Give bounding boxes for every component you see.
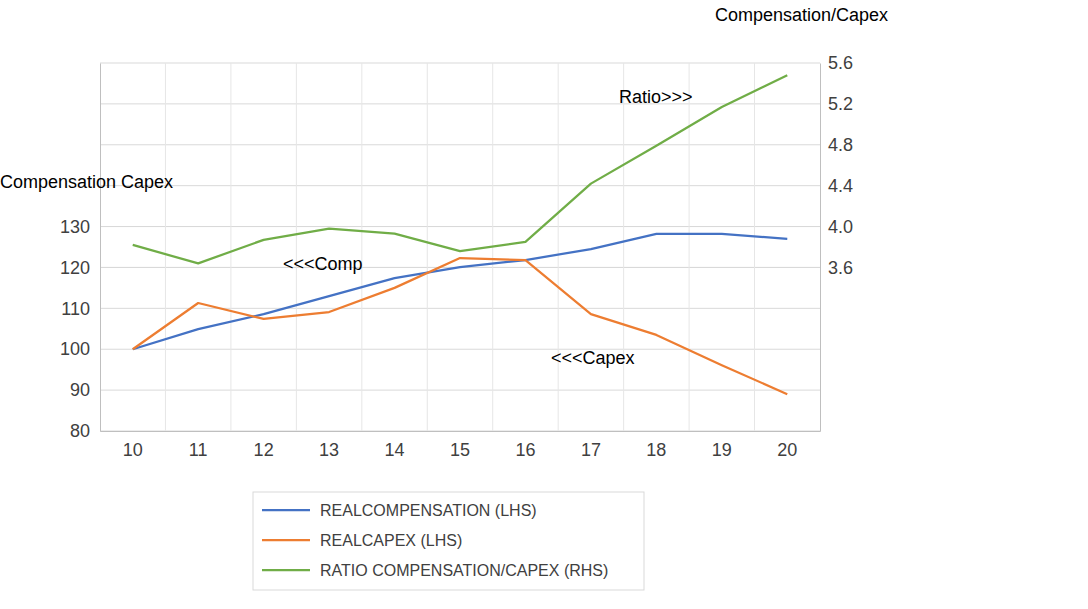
tick-label: 130 — [60, 217, 90, 237]
tick: 11 — [189, 431, 208, 460]
tick-label: 11 — [189, 440, 208, 460]
tick: 10 — [123, 431, 143, 460]
tick-label: 18 — [646, 440, 666, 460]
grid-line — [689, 63, 690, 431]
grid-line — [100, 390, 820, 391]
tick-label: 110 — [61, 299, 90, 319]
grid-line — [100, 185, 820, 186]
grid-line — [165, 63, 166, 431]
chart: 80 90 100 110 120 130 3.6 4.0 4.4 4.8 5.2 5.6 10 11 12… — [0, 0, 1088, 609]
annotation: Ratio>>> — [619, 87, 693, 107]
tick: 16 — [515, 431, 535, 460]
y-axis-title: Compensation Capex — [0, 172, 173, 192]
tick: 12 — [254, 431, 274, 460]
grid-line — [558, 63, 559, 431]
tick: 130 — [60, 217, 100, 237]
axis-line — [101, 431, 821, 432]
grid-line — [100, 308, 820, 309]
tick: 100 — [60, 339, 100, 359]
tick: 90 — [70, 380, 100, 400]
tick-label: 20 — [777, 440, 797, 460]
tick-label: 80 — [70, 421, 90, 441]
grid-line — [754, 63, 755, 431]
tick: 5.6 — [820, 53, 853, 73]
tick-label: 3.6 — [828, 258, 853, 278]
tick-label: 12 — [254, 440, 274, 460]
tick-label: 13 — [319, 440, 339, 460]
tick: 20 — [777, 431, 797, 460]
tick: 18 — [646, 431, 666, 460]
grid-line — [427, 63, 428, 431]
grid-line — [100, 226, 820, 227]
tick-label: 5.6 — [828, 53, 853, 73]
legend-label: REALCOMPENSATION (LHS) — [320, 502, 537, 519]
annotation: <<<Comp — [283, 254, 363, 274]
tick: 4.8 — [820, 135, 853, 155]
x-axis: 10 11 12 13 14 15 16 17 18 19 20 — [101, 431, 821, 460]
series-line — [133, 75, 788, 263]
tick: 14 — [385, 431, 405, 460]
legend-box — [253, 492, 644, 590]
plot-marks — [133, 75, 788, 394]
tick: 19 — [712, 431, 732, 460]
grid-line — [100, 144, 820, 145]
tick: 110 — [61, 299, 100, 319]
grid-line — [100, 103, 820, 104]
legend: REALCOMPENSATION (LHS) REALCAPEX (LHS) RAT… — [253, 492, 644, 590]
axis-line — [820, 64, 821, 432]
legend-swatch — [262, 539, 310, 541]
grid-line — [100, 226, 820, 227]
tick-label: 19 — [712, 440, 732, 460]
tick: 120 — [60, 258, 100, 278]
tick: 80 — [70, 421, 100, 441]
tick: 4.0 — [820, 217, 853, 237]
grid — [100, 63, 820, 431]
grid-line — [623, 63, 624, 431]
tick: 4.4 — [820, 176, 853, 196]
tick-label: 120 — [60, 258, 90, 278]
tick: 13 — [319, 431, 339, 460]
y2-axis-title: Compensation/Capex — [715, 5, 888, 25]
tick-label: 14 — [385, 440, 405, 460]
tick-label: 15 — [450, 440, 470, 460]
tick-label: 17 — [581, 440, 601, 460]
tick-label: 4.0 — [828, 217, 853, 237]
tick-label: 16 — [515, 440, 535, 460]
grid-line — [361, 63, 362, 431]
legend-swatch — [262, 509, 310, 511]
grid-line — [100, 431, 820, 432]
tick-label: 10 — [123, 440, 143, 460]
y2-axis: 3.6 4.0 4.4 4.8 5.2 5.6 — [820, 53, 853, 431]
tick-label: 5.2 — [828, 94, 853, 114]
grid-line — [230, 63, 231, 431]
tick-label: 4.8 — [828, 135, 853, 155]
tick-label: 100 — [60, 339, 90, 359]
grid-line — [100, 349, 820, 350]
legend-label: RATIO COMPENSATION/CAPEX (RHS) — [320, 562, 608, 579]
series-line — [133, 258, 788, 394]
tick: 15 — [450, 431, 470, 460]
legend-swatch — [262, 569, 310, 571]
grid-line — [100, 63, 820, 64]
y-axis: 80 90 100 110 120 130 — [60, 64, 101, 442]
grid-line — [296, 63, 297, 431]
axis-line — [100, 64, 101, 432]
tick-label: 90 — [70, 380, 90, 400]
tick-label: 4.4 — [828, 176, 853, 196]
tick: 3.6 — [820, 258, 853, 278]
tick: 17 — [581, 431, 601, 460]
legend-label: REALCAPEX (LHS) — [320, 532, 462, 549]
tick: 5.2 — [820, 94, 853, 114]
annotation: <<<Capex — [551, 348, 635, 368]
